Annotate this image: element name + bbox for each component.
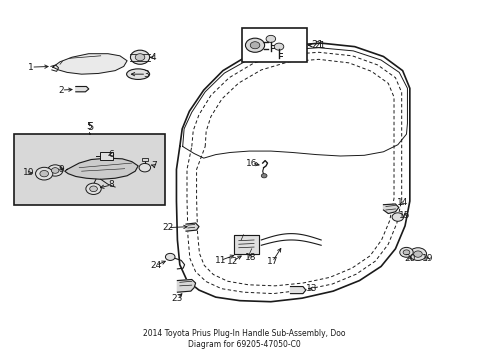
Text: 16: 16 (245, 158, 257, 167)
Text: 2: 2 (59, 86, 64, 95)
Circle shape (391, 213, 403, 221)
Polygon shape (64, 158, 138, 179)
Text: 9: 9 (59, 165, 64, 174)
Circle shape (399, 247, 412, 257)
Text: 22: 22 (162, 223, 173, 232)
Polygon shape (233, 235, 258, 254)
Bar (100, 153, 113, 159)
Circle shape (139, 163, 150, 172)
Text: 5: 5 (86, 122, 91, 131)
Text: 2014 Toyota Prius Plug-In Handle Sub-Assembly, Doo
Diagram for 69205-47050-C0: 2014 Toyota Prius Plug-In Handle Sub-Ass… (143, 329, 345, 348)
Text: 17: 17 (266, 257, 278, 266)
Polygon shape (76, 86, 89, 92)
Circle shape (250, 42, 259, 49)
Text: 24: 24 (150, 261, 161, 270)
Bar (242, 28, 306, 62)
Circle shape (135, 54, 144, 61)
Circle shape (265, 35, 275, 42)
Ellipse shape (126, 69, 149, 80)
Polygon shape (185, 223, 199, 231)
Circle shape (261, 174, 266, 178)
Circle shape (40, 171, 48, 177)
Circle shape (274, 43, 283, 50)
Text: 12: 12 (226, 257, 238, 266)
Text: 6: 6 (108, 150, 114, 159)
Text: 21: 21 (313, 41, 325, 50)
Text: 11: 11 (214, 256, 226, 265)
Text: 8: 8 (108, 180, 114, 189)
Circle shape (86, 183, 101, 194)
Circle shape (51, 168, 59, 173)
Text: 10: 10 (23, 168, 35, 177)
Circle shape (89, 186, 97, 192)
Text: 20: 20 (404, 254, 415, 263)
Text: 21: 21 (311, 40, 324, 50)
Bar (15, 134, 165, 205)
Bar (142, 158, 147, 161)
Polygon shape (290, 287, 305, 294)
Text: 14: 14 (396, 198, 407, 207)
Text: 7: 7 (151, 161, 157, 170)
Text: 19: 19 (421, 254, 432, 263)
Text: 1: 1 (28, 63, 34, 72)
Polygon shape (177, 279, 195, 292)
Circle shape (245, 38, 264, 52)
Polygon shape (53, 54, 127, 74)
Text: 15: 15 (399, 211, 410, 220)
Text: 3: 3 (143, 70, 149, 79)
Circle shape (36, 167, 53, 180)
Text: 18: 18 (244, 253, 256, 262)
Circle shape (165, 253, 175, 260)
Text: 4: 4 (150, 53, 156, 62)
Text: 5: 5 (87, 122, 93, 132)
Circle shape (47, 165, 63, 176)
Circle shape (130, 50, 149, 64)
Polygon shape (383, 204, 398, 213)
Circle shape (413, 251, 422, 257)
Circle shape (408, 248, 426, 260)
Text: 23: 23 (171, 294, 183, 303)
Circle shape (402, 250, 409, 255)
Text: 13: 13 (305, 284, 317, 293)
